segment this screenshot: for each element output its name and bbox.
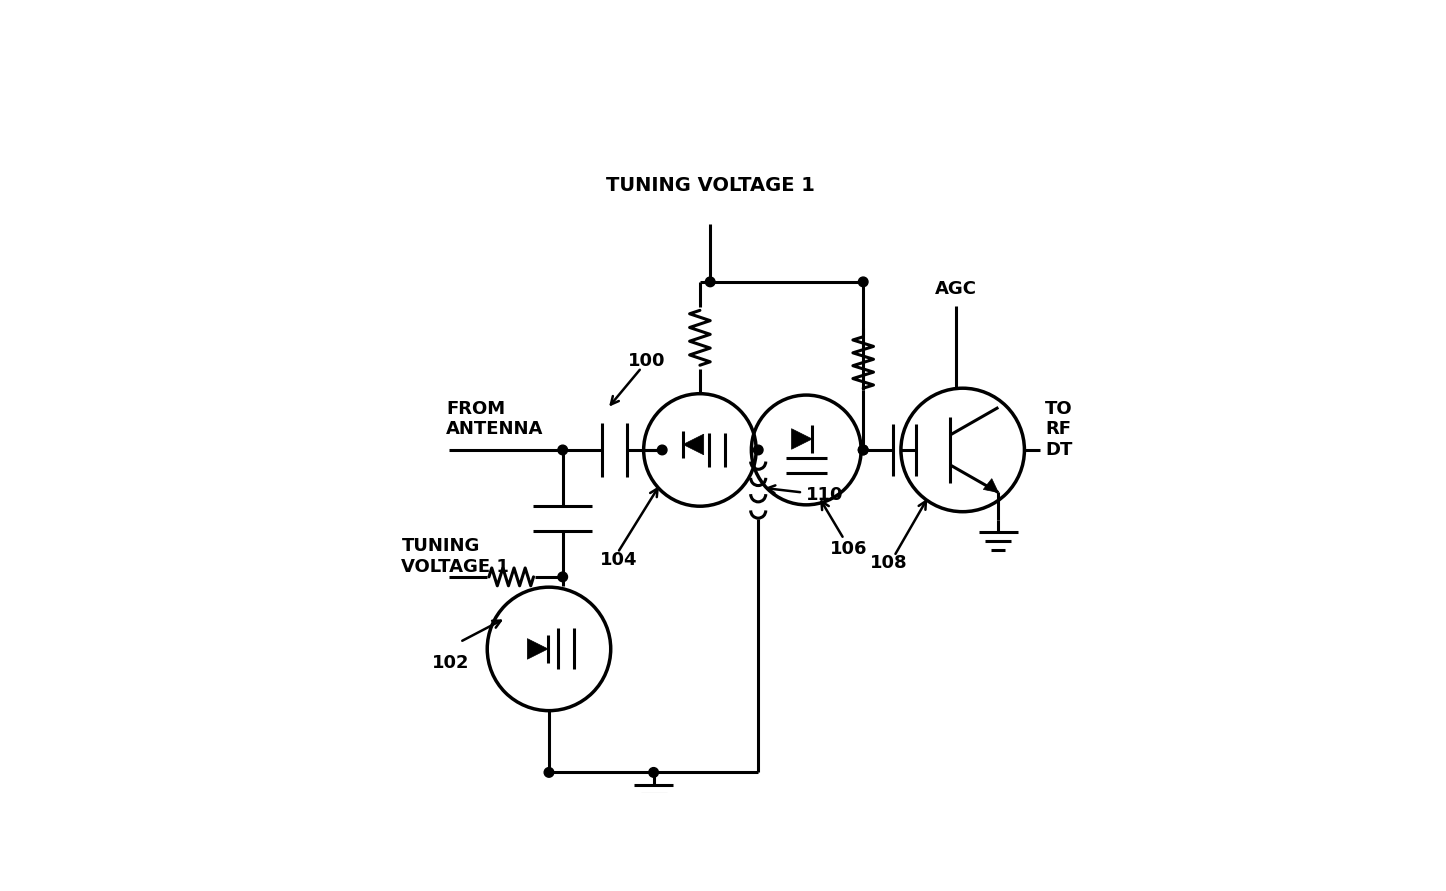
Text: 106: 106 [830, 541, 868, 559]
Text: 108: 108 [870, 554, 908, 572]
Text: AGC: AGC [934, 280, 977, 298]
Circle shape [706, 277, 714, 287]
Polygon shape [683, 434, 704, 454]
Text: FROM
ANTENNA: FROM ANTENNA [445, 400, 544, 438]
Polygon shape [983, 478, 998, 493]
Circle shape [658, 446, 667, 454]
Circle shape [558, 446, 567, 454]
Text: TUNING VOLTAGE 1: TUNING VOLTAGE 1 [606, 176, 814, 195]
Polygon shape [791, 429, 813, 449]
Circle shape [544, 768, 554, 777]
Circle shape [649, 768, 658, 777]
Circle shape [859, 446, 868, 454]
Circle shape [859, 277, 868, 287]
Circle shape [753, 446, 763, 454]
Polygon shape [528, 639, 548, 659]
Text: TO
RF
DT: TO RF DT [1045, 399, 1073, 459]
Text: 102: 102 [432, 654, 470, 672]
Circle shape [558, 572, 567, 582]
Text: TUNING
VOLTAGE 1: TUNING VOLTAGE 1 [402, 537, 509, 576]
Text: 104: 104 [600, 551, 638, 568]
Text: 100: 100 [628, 352, 665, 370]
Circle shape [859, 446, 868, 454]
Text: 110: 110 [807, 486, 844, 503]
